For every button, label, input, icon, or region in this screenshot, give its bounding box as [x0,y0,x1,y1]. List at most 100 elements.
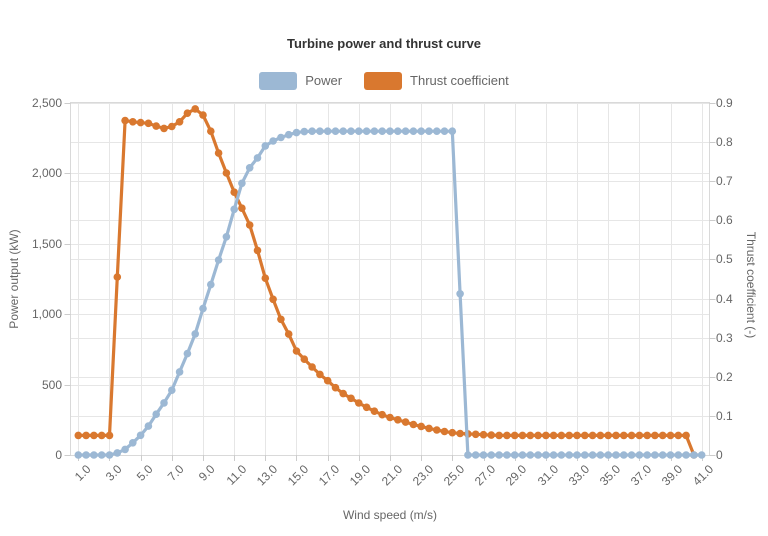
data-point [549,451,558,459]
power-series-swatch [259,72,298,90]
data-point [331,383,340,392]
y-left-tick-label: 2,500 [31,96,62,110]
data-point [82,431,90,440]
data-point [160,124,168,133]
data-point [90,431,98,440]
data-point [183,349,192,358]
data-point [121,116,129,125]
data-point [581,431,589,440]
legend-item-power[interactable]: Power [259,72,342,90]
data-point [175,118,184,126]
data-point [651,451,659,459]
data-point [214,149,223,157]
chart-title: Turbine power and thrust curve [286,36,482,51]
data-point [588,431,597,440]
data-point [199,304,207,313]
data-point [573,431,581,440]
y-right-tick-label: 0.9 [716,96,733,110]
y-right-tick-label: 0.5 [716,252,733,267]
data-point [230,188,238,196]
series-thrust-coefficient [74,105,698,459]
data-point [269,295,277,304]
data-point [612,431,620,440]
thrust-series-swatch [364,72,403,90]
data-point [479,430,488,439]
data-point [635,451,644,459]
legend: Power Thrust coefficient [0,70,768,92]
data-point [331,127,340,135]
data-point [674,431,683,440]
data-point [464,451,472,459]
data-point [378,410,387,419]
data-point [207,280,215,289]
data-point [643,451,651,459]
legend-item-thrust[interactable]: Thrust coefficient [364,72,509,90]
data-point [113,449,122,457]
y-right-tick-label: 0.3 [716,330,733,345]
data-point [129,439,137,447]
y-right-tick-label: 0.8 [716,135,733,150]
data-point [487,431,496,439]
data-point [495,431,503,440]
data-point [433,426,441,434]
y-left-tick-label: 1,000 [31,307,62,322]
data-point [245,221,254,229]
data-point [152,122,160,130]
data-point [503,451,511,459]
data-point [284,330,293,338]
data-point [401,418,410,426]
data-point [425,424,433,433]
data-point [370,407,379,416]
data-point [596,431,605,440]
data-point [565,431,573,440]
data-point [121,445,129,454]
data-point [245,164,254,172]
data-point [588,451,597,459]
data-point [105,431,114,440]
data-point [448,428,457,437]
data-point [191,105,199,113]
data-point [526,451,535,459]
data-point [386,413,394,422]
data-point [355,399,363,407]
data-point [269,137,277,145]
data-point [74,451,83,459]
data-point [549,431,558,440]
data-point [308,127,316,135]
data-point [160,399,168,407]
data-point [82,451,90,459]
data-point [518,451,527,459]
data-point [604,451,612,459]
data-point [627,451,636,459]
data-point [386,127,394,135]
data-point [316,127,324,135]
data-point [557,451,566,459]
y-right-tick-label: 0 [716,448,723,462]
data-point [674,451,683,459]
data-point [697,451,706,459]
y-left-tick-label: 2,000 [31,166,62,181]
data-point [222,233,231,241]
data-point [105,451,114,459]
data-point [573,451,581,459]
data-point [440,127,449,135]
data-point [542,451,550,459]
y-right-tick-label: 0.6 [716,213,733,228]
y-left-tick-label: 0 [55,448,62,462]
data-point [214,256,223,264]
data-point [300,127,309,136]
data-point [409,127,418,135]
data-point [526,431,535,440]
data-point [97,451,106,459]
data-point [370,127,379,135]
data-point [448,127,457,135]
x-axis-title: Wind speed (m/s) [342,508,438,522]
y-axis-left-title: Power output (kW) [7,229,21,329]
data-point [97,431,106,440]
y-right-tick-label: 0.1 [716,408,733,423]
data-point [230,205,238,214]
data-point [682,431,690,440]
data-point [355,127,363,135]
